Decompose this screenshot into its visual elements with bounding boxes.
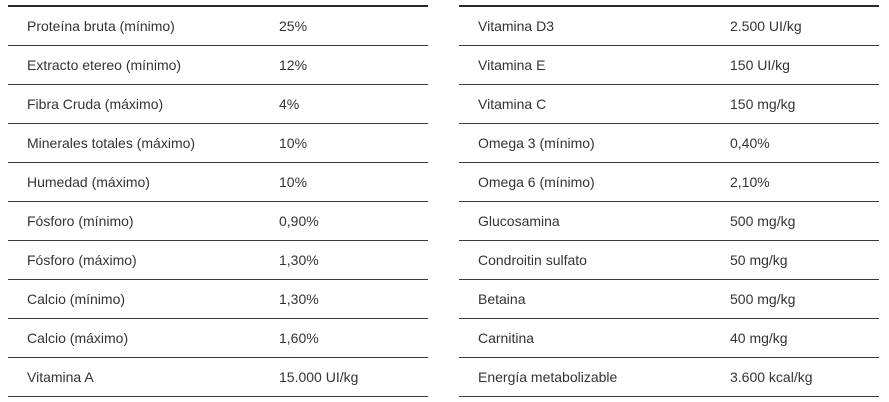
table-row: Vitamina E 150 UI/kg <box>459 46 879 85</box>
nutrient-label: Condroitin sulfato <box>478 252 587 268</box>
nutrient-label: Fósforo (mínimo) <box>27 213 134 229</box>
table-row: Carnitina 40 mg/kg <box>459 319 879 358</box>
nutrient-label: Glucosamina <box>478 213 560 229</box>
nutrient-value: 0,40% <box>730 135 770 151</box>
nutrient-value: 2,10% <box>730 174 770 190</box>
table-row: Fósforo (máximo) 1,30% <box>8 241 428 280</box>
nutrient-label: Omega 3 (mínimo) <box>478 135 595 151</box>
table-row: Extracto etereo (mínimo) 12% <box>8 46 428 85</box>
nutrient-label: Carnitina <box>478 330 535 346</box>
table-row: Humedad (máximo) 10% <box>8 163 428 202</box>
nutrient-value: 150 UI/kg <box>730 57 790 73</box>
nutrient-value: 1,30% <box>279 291 319 307</box>
nutrient-label: Calcio (mínimo) <box>27 291 126 307</box>
nutrient-value: 10% <box>279 135 308 151</box>
nutrient-value: 1,30% <box>279 252 319 268</box>
nutrient-value: 10% <box>279 174 308 190</box>
nutrient-value: 12% <box>279 57 308 73</box>
nutrient-label: Proteína bruta (mínimo) <box>27 18 175 34</box>
nutrient-value: 3.600 kcal/kg <box>730 369 813 385</box>
nutrient-label: Betaina <box>478 291 526 307</box>
nutrient-value: 40 mg/kg <box>730 330 788 346</box>
nutrient-value: 50 mg/kg <box>730 252 788 268</box>
nutrient-value: 500 mg/kg <box>730 291 796 307</box>
nutrient-value: 25% <box>279 18 308 34</box>
nutrient-label: Energía metabolizable <box>478 369 618 385</box>
table-row: Proteína bruta (mínimo) 25% <box>8 7 428 46</box>
table-row: Fibra Cruda (máximo) 4% <box>8 85 428 124</box>
table-row: Vitamina C 150 mg/kg <box>459 85 879 124</box>
nutrient-label: Fibra Cruda (máximo) <box>27 96 164 112</box>
nutrition-table-right: Vitamina D3 2.500 UI/kg Vitamina E 150 U… <box>459 5 879 397</box>
table-row: Betaina 500 mg/kg <box>459 280 879 319</box>
table-row: Glucosamina 500 mg/kg <box>459 202 879 241</box>
nutrient-label: Minerales totales (máximo) <box>27 135 196 151</box>
nutrient-label: Vitamina E <box>478 57 546 73</box>
nutrient-label: Omega 6 (mínimo) <box>478 174 595 190</box>
table-row: Vitamina D3 2.500 UI/kg <box>459 7 879 46</box>
table-row: Calcio (máximo) 1,60% <box>8 319 428 358</box>
nutrient-value: 0,90% <box>279 213 319 229</box>
nutrient-label: Vitamina C <box>478 96 547 112</box>
nutrition-table-left: Proteína bruta (mínimo) 25% Extracto ete… <box>8 5 428 397</box>
table-row: Calcio (mínimo) 1,30% <box>8 280 428 319</box>
table-row: Omega 6 (mínimo) 2,10% <box>459 163 879 202</box>
nutrient-label: Extracto etereo (mínimo) <box>27 57 182 73</box>
nutrient-label: Vitamina A <box>27 369 94 385</box>
nutrient-value: 15.000 UI/kg <box>279 369 359 385</box>
nutrient-value: 150 mg/kg <box>730 96 796 112</box>
table-row: Condroitin sulfato 50 mg/kg <box>459 241 879 280</box>
table-row: Vitamina A 15.000 UI/kg <box>8 358 428 397</box>
nutrient-label: Fósforo (máximo) <box>27 252 137 268</box>
nutrient-value: 1,60% <box>279 330 319 346</box>
table-row: Energía metabolizable 3.600 kcal/kg <box>459 358 879 397</box>
nutrient-value: 4% <box>279 96 300 112</box>
nutrient-label: Calcio (máximo) <box>27 330 129 346</box>
nutrient-label: Humedad (máximo) <box>27 174 150 190</box>
table-row: Fósforo (mínimo) 0,90% <box>8 202 428 241</box>
nutrient-value: 500 mg/kg <box>730 213 796 229</box>
nutrient-value: 2.500 UI/kg <box>730 18 802 34</box>
nutrient-label: Vitamina D3 <box>478 18 555 34</box>
table-row: Omega 3 (mínimo) 0,40% <box>459 124 879 163</box>
table-row: Minerales totales (máximo) 10% <box>8 124 428 163</box>
